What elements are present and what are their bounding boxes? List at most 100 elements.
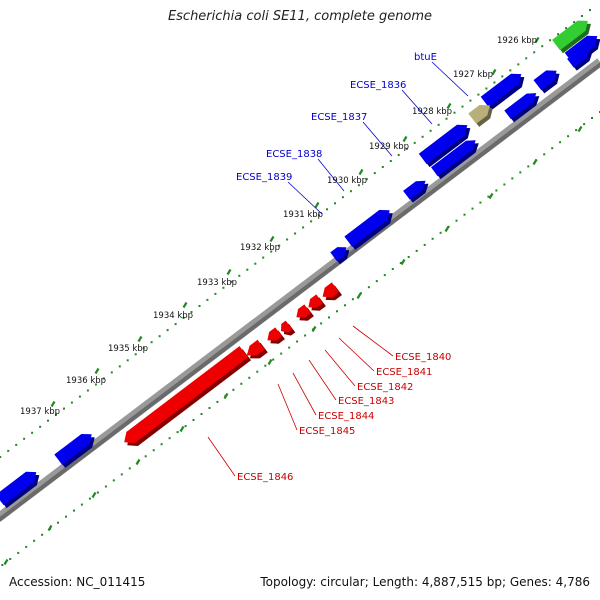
outer-tick-dot (453, 111, 456, 114)
tick-label-1929: 1929 kbp (369, 142, 409, 152)
tick-label-1931: 1931 kbp (283, 210, 323, 220)
reverse-gene-label: ECSE_1842 (357, 382, 413, 393)
leader-line (431, 61, 469, 97)
leader-line (352, 325, 394, 357)
inner-tick-dot (487, 195, 490, 198)
inner-tick-dot (399, 262, 402, 264)
outer-tick-dot (581, 15, 583, 17)
inner-tick-dot (479, 201, 482, 204)
inner-tick-dot (33, 539, 36, 542)
outer-tick-dot (31, 431, 34, 434)
outer-tick-dot (429, 129, 432, 132)
gene-forward (504, 93, 540, 123)
gene-ECSE-1836 (418, 124, 471, 168)
tick-labels: 1926 kbp 1927 kbp 1928 kbp 1929 kbp 1930 kbp… (20, 36, 537, 417)
tick-label-1930: 1930 kbp (327, 176, 367, 186)
inner-tick-dot (543, 153, 546, 156)
map-title: Escherichia coli SE11, complete genome (167, 9, 433, 24)
outer-tick-dot (469, 99, 472, 102)
tick-label-1935: 1935 kbp (108, 344, 148, 354)
inner-tick-dot (288, 346, 291, 349)
length-label: Length: (372, 575, 419, 589)
outer-tick-dot (214, 292, 217, 295)
outer-tick-dot (381, 166, 384, 168)
leader-line (338, 337, 375, 372)
inner-tick-dot (471, 207, 474, 210)
tick-ring-outer (0, 9, 591, 458)
gene-ECSE-1846 (124, 346, 252, 447)
outer-tick-dot (286, 238, 289, 241)
reverse-gene-label: ECSE_1845 (299, 426, 355, 437)
outer-tick-dot (549, 39, 552, 42)
gene-ECSE-1840 (322, 282, 342, 301)
leader-line (324, 349, 356, 387)
major-tick-1931 (314, 201, 320, 209)
inner-tick-dot (336, 310, 338, 313)
inner-tick-dot (176, 431, 179, 434)
inner-tick-dot (383, 274, 386, 277)
outer-tick-dot (341, 196, 344, 199)
inner-tick-dot (296, 340, 299, 343)
inner-tick-dot (160, 443, 163, 446)
tick-label-1932: 1932 kbp (240, 243, 280, 253)
outer-tick-dot (118, 365, 121, 368)
reverse-gene-label: ECSE_1840 (395, 352, 451, 363)
inner-major-tick (179, 425, 185, 433)
leader-line (401, 89, 433, 125)
outer-tick-dot (86, 389, 89, 392)
inner-tick-dot (320, 322, 323, 325)
genes-value: 4,786 (555, 575, 590, 589)
inner-tick-dot (168, 437, 171, 440)
leader-line (207, 436, 236, 477)
inner-tick-dot (65, 515, 67, 518)
forward-gene-label: ECSE_1836 (350, 80, 406, 91)
inner-tick-dot (264, 364, 267, 367)
tick-label-1926: 1926 kbp (497, 36, 537, 46)
inner-tick-dot (280, 352, 283, 355)
inner-major-tick (444, 225, 450, 233)
major-tick-1930 (358, 168, 364, 176)
inner-tick-dot (1, 564, 4, 566)
outer-tick-dot (310, 220, 313, 223)
inner-tick-dot (495, 189, 498, 192)
inner-tick-dot (527, 165, 530, 168)
outer-tick-dot (110, 371, 113, 374)
major-tick-1934 (182, 301, 188, 309)
inner-tick-dot (17, 551, 20, 554)
topology-label: Topology: (260, 575, 317, 589)
inner-tick-dot (144, 455, 147, 458)
outer-tick-dot (557, 33, 560, 36)
outer-tick-dot (262, 256, 265, 259)
outer-tick-dot (102, 377, 105, 380)
tick-label-1927: 1927 kbp (453, 70, 493, 80)
inner-tick-dot (328, 316, 330, 319)
inner-tick-dot (272, 358, 275, 361)
outer-tick-dot (365, 178, 368, 181)
inner-tick-dot (463, 213, 466, 216)
tick-label-1936: 1936 kbp (66, 376, 106, 386)
outer-tick-dot (477, 93, 480, 96)
reverse-gene-label: ECSE_1841 (376, 367, 432, 378)
outer-tick-dot (198, 305, 201, 307)
gene-btuE (468, 105, 493, 127)
inner-tick-dot (208, 407, 211, 409)
major-tick-1933 (226, 268, 232, 276)
inner-tick-dot (256, 370, 259, 373)
reverse-gene-label: ECSE_1843 (338, 396, 394, 407)
major-tick-1926 (534, 36, 540, 44)
tick-label-1937: 1937 kbp (20, 407, 60, 417)
gene-forward (431, 140, 479, 180)
inner-major-tick (91, 491, 97, 499)
inner-tick-dot (248, 376, 251, 379)
inner-tick-dot (391, 268, 394, 270)
outer-tick-dot (78, 395, 81, 398)
inner-tick-dot (104, 485, 107, 488)
major-tick-1927 (491, 68, 497, 76)
label-leader-lines (207, 61, 469, 477)
reverse-gene-label: ECSE_1844 (318, 411, 374, 422)
outer-tick-dot (15, 443, 18, 446)
outer-tick-dot (39, 425, 42, 428)
inner-tick-dot (96, 491, 99, 494)
outer-tick-dot (437, 123, 440, 126)
